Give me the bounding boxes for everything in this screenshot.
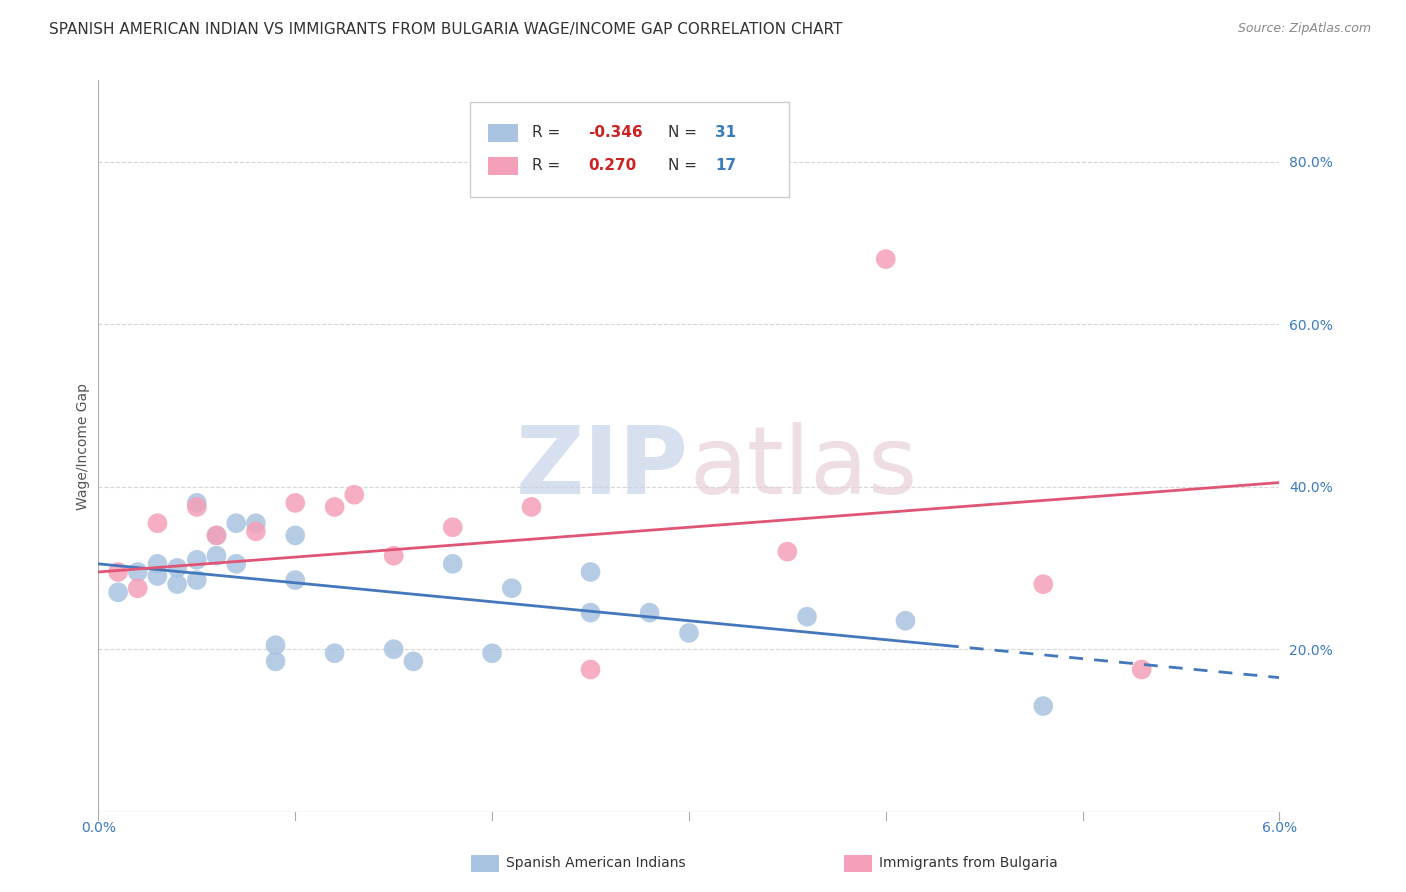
Point <box>264 638 287 652</box>
Text: R =: R = <box>531 126 565 140</box>
Point <box>323 646 346 660</box>
Point <box>186 573 208 587</box>
Point <box>481 646 503 660</box>
Point <box>245 516 267 531</box>
Text: N =: N = <box>668 159 702 173</box>
Point <box>127 565 149 579</box>
Point <box>186 496 208 510</box>
Bar <box>488 124 517 142</box>
Point <box>678 626 700 640</box>
Point <box>284 496 307 510</box>
Point <box>441 520 464 534</box>
Point <box>166 561 188 575</box>
Text: Source: ZipAtlas.com: Source: ZipAtlas.com <box>1237 22 1371 36</box>
Point <box>107 585 129 599</box>
Bar <box>488 157 517 175</box>
Point <box>146 516 169 531</box>
Point <box>343 488 366 502</box>
Point <box>579 606 602 620</box>
Point <box>205 528 228 542</box>
Point <box>323 500 346 514</box>
Point <box>225 516 247 531</box>
Y-axis label: Wage/Income Gap: Wage/Income Gap <box>76 383 90 509</box>
Point <box>875 252 897 266</box>
Point <box>264 654 287 668</box>
Point <box>579 663 602 677</box>
Text: SPANISH AMERICAN INDIAN VS IMMIGRANTS FROM BULGARIA WAGE/INCOME GAP CORRELATION : SPANISH AMERICAN INDIAN VS IMMIGRANTS FR… <box>49 22 842 37</box>
Point <box>146 557 169 571</box>
Text: N =: N = <box>668 126 702 140</box>
Point <box>776 544 799 558</box>
Point <box>225 557 247 571</box>
Point <box>402 654 425 668</box>
Point <box>245 524 267 539</box>
Text: R =: R = <box>531 159 569 173</box>
Text: -0.346: -0.346 <box>589 126 643 140</box>
Point <box>186 553 208 567</box>
Point <box>186 500 208 514</box>
Point <box>166 577 188 591</box>
Point <box>382 642 405 657</box>
Point <box>284 528 307 542</box>
Point <box>1130 663 1153 677</box>
Text: ZIP: ZIP <box>516 422 689 514</box>
Point <box>107 565 129 579</box>
Point <box>501 581 523 595</box>
Point <box>284 573 307 587</box>
Point <box>205 549 228 563</box>
Point <box>205 528 228 542</box>
Bar <box>471 103 789 197</box>
Text: 31: 31 <box>714 126 737 140</box>
Text: Immigrants from Bulgaria: Immigrants from Bulgaria <box>879 856 1057 871</box>
Text: 17: 17 <box>714 159 737 173</box>
Point <box>146 569 169 583</box>
Text: atlas: atlas <box>689 422 917 514</box>
Point <box>579 565 602 579</box>
Point <box>441 557 464 571</box>
Text: 0.270: 0.270 <box>589 159 637 173</box>
Point <box>638 606 661 620</box>
Point <box>1032 577 1054 591</box>
Point <box>382 549 405 563</box>
Point <box>1032 699 1054 714</box>
Point <box>520 500 543 514</box>
Point <box>894 614 917 628</box>
Point <box>127 581 149 595</box>
Text: Spanish American Indians: Spanish American Indians <box>506 856 686 871</box>
Point <box>796 609 818 624</box>
